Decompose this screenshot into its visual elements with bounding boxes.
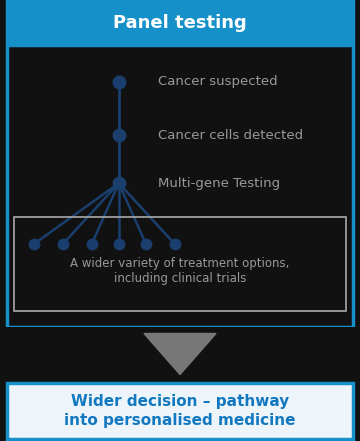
Text: Cancer suspected: Cancer suspected (158, 75, 278, 88)
Text: A wider variety of treatment options,
including clinical trials: A wider variety of treatment options, in… (70, 257, 290, 284)
Bar (14, 217, 346, 311)
Text: Wider decision – pathway
into personalised medicine: Wider decision – pathway into personalis… (64, 394, 296, 428)
Text: Cancer cells detected: Cancer cells detected (158, 129, 303, 142)
Text: Panel testing: Panel testing (113, 14, 247, 31)
Text: Multi-gene Testing: Multi-gene Testing (158, 177, 280, 190)
Polygon shape (144, 333, 216, 374)
